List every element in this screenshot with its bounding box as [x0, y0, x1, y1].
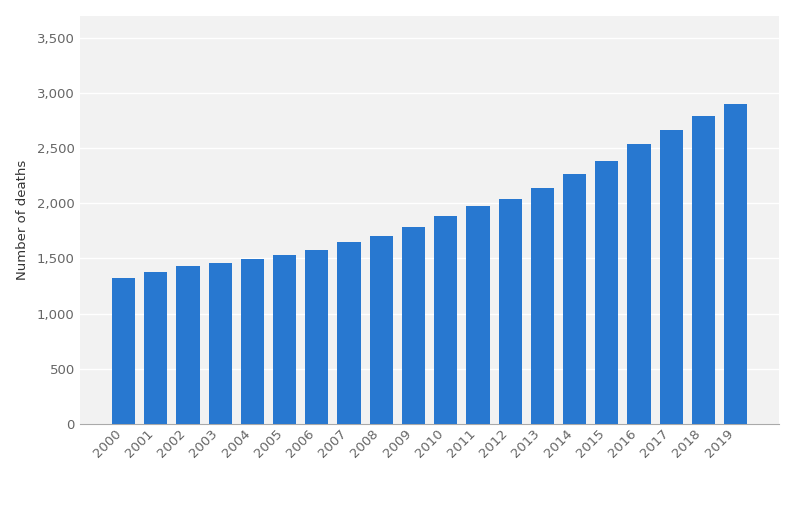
Bar	[530, 188, 553, 424]
Bar	[658, 130, 682, 424]
Bar	[241, 260, 264, 424]
Y-axis label: Number of deaths: Number of deaths	[15, 160, 29, 280]
Bar	[337, 242, 360, 424]
Bar	[305, 250, 328, 424]
Bar	[691, 116, 714, 424]
Bar	[594, 161, 618, 424]
Bar	[626, 144, 650, 424]
Bar	[466, 206, 489, 424]
Bar	[434, 217, 456, 424]
Bar	[144, 271, 168, 424]
Bar	[402, 227, 424, 424]
Bar	[498, 199, 521, 424]
Bar	[369, 236, 392, 424]
Bar	[273, 255, 296, 424]
Bar	[562, 174, 585, 424]
Bar	[112, 278, 135, 424]
Bar	[723, 104, 746, 424]
Bar	[209, 263, 232, 424]
Bar	[176, 266, 200, 424]
